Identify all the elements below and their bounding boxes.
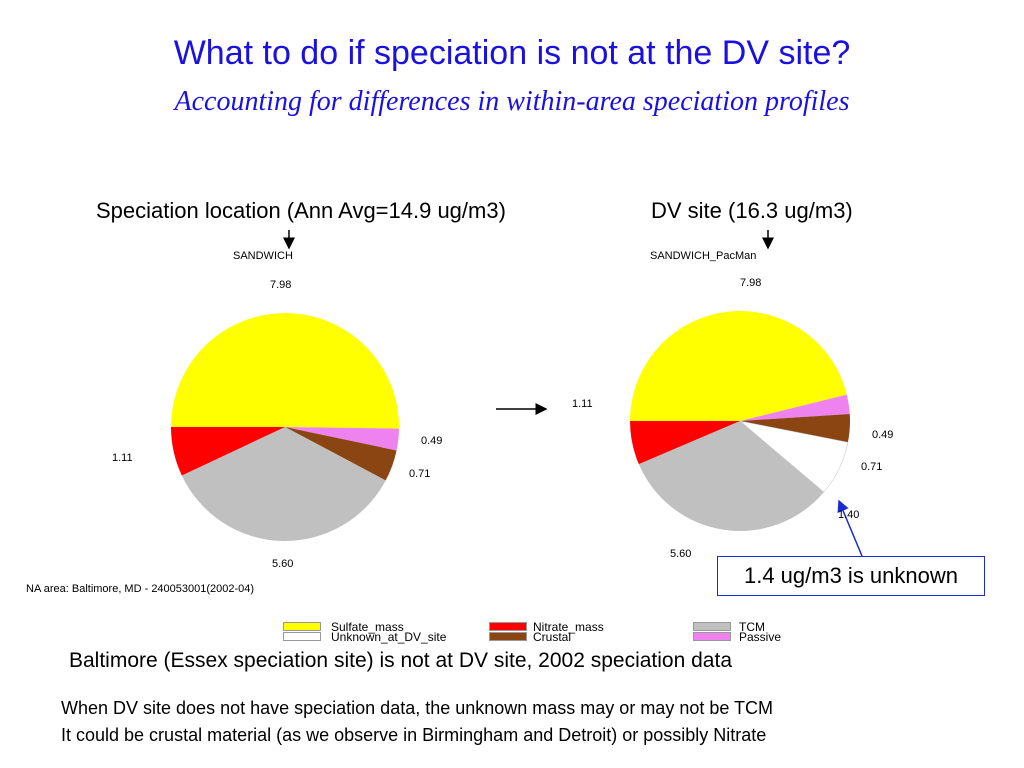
data-label-sulfate-mass-left: 7.98 [270,279,291,291]
legend-label-crustal: Crustal [533,630,572,644]
callout-pointer [837,499,863,557]
pie-slice-sulfate-mass [630,311,847,421]
data-label-tcm-right: 5.60 [670,548,691,560]
data-label-passive-right: 0.49 [872,429,893,441]
legend-swatch-passive [693,632,731,641]
data-label-nitrate-mass-left: 1.11 [112,452,133,464]
legend-swatch-crustal [489,632,527,641]
legend-label-tcm: TCM [739,620,765,634]
pie-slice-tcm [638,421,824,532]
legend-label-passive: Passive [739,630,782,644]
pie-slice-nitrate-mass [630,421,740,465]
legend-label-nitrate: Nitrate_mass [533,620,604,634]
legend-swatch-sulfate [283,622,321,631]
legend-label-unknown: Unknown_at_DV_site [331,630,447,644]
data-label-crustal-left: 0.71 [409,468,430,480]
data-label-unknown-at-dv-site-right: 1.40 [838,509,859,521]
note-line-1: When DV site does not have speciation da… [61,698,774,718]
pie-labels: 7.98 0.49 0.71 5.60 1.11 7.98 0.49 0.71 1.40 5.60… [112,277,893,570]
pie-slice-passive [740,394,850,421]
area-note: NA area: Baltimore, MD - 240053001(2002-… [26,583,255,595]
legend-swatch-unknown [283,632,321,641]
pie-slice-crustal [285,427,397,481]
legend-label-sulfate: Sulfate_mass [331,620,404,634]
left-heading: Speciation location (Ann Avg=14.9 ug/m3) [96,198,506,223]
note-line-2: It could be crustal material (as we obse… [61,725,767,745]
pie-slice-sulfate-mass [171,313,399,429]
data-label-passive-left: 0.49 [421,435,442,447]
slide-title: What to do if speciation is not at the D… [173,34,851,72]
pie-slice-passive [285,427,399,451]
pie-title-right: SANDWICH_PacMan [650,250,756,262]
pie-slice-tcm [181,427,386,541]
pie-title-left: SANDWICH [233,250,293,262]
pie-slice-unknown-at-dv-site [739,420,849,493]
pie-chart-left [171,313,399,541]
unknown-callout: 1.4 ug/m3 is unknown [717,556,985,596]
data-label-nitrate-mass-right: 1.11 [572,398,593,410]
pie-slice-crustal [740,414,851,443]
chart-caption: Baltimore (Essex speciation site) is not… [69,649,732,672]
legend-swatch-nitrate [489,622,527,631]
pie-chart-right [630,311,851,532]
legend-swatch-tcm [693,622,731,631]
data-label-tcm-left: 5.60 [272,558,293,570]
data-label-crustal-right: 0.71 [861,461,882,473]
pie-slice-nitrate-mass [171,427,285,476]
data-label-sulfate-mass-right: 7.98 [740,277,761,289]
slide-subtitle: Accounting for differences in within-are… [174,86,850,117]
right-heading: DV site (16.3 ug/m3) [651,198,853,223]
